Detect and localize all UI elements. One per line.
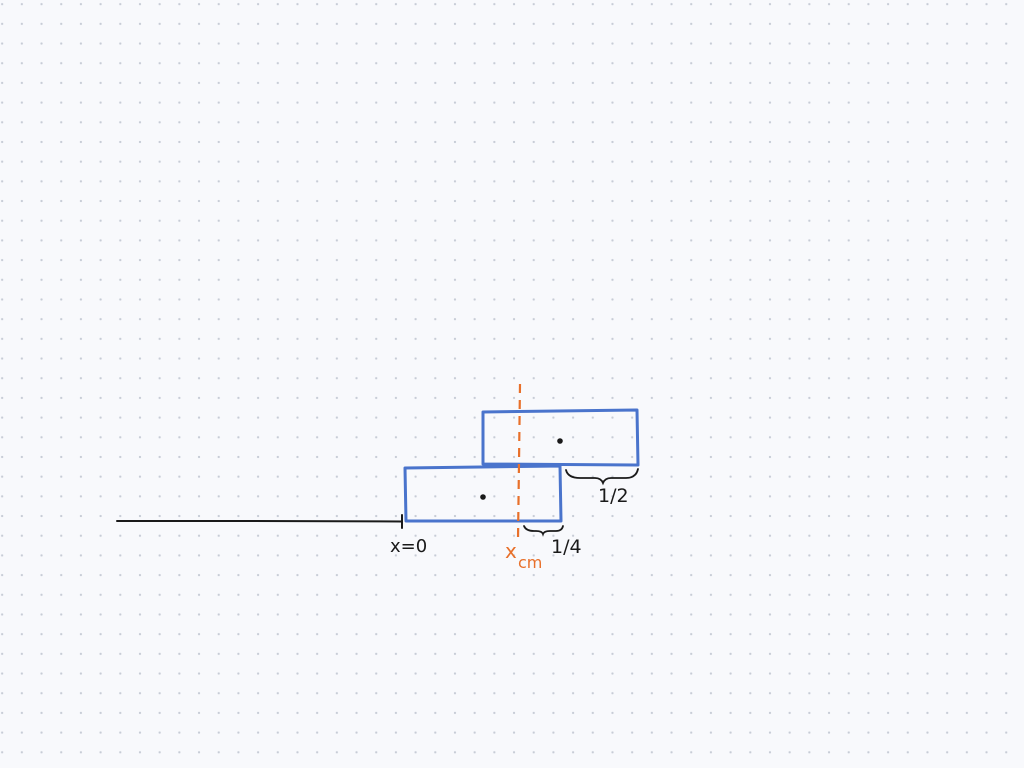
xcm-label: x bbox=[505, 539, 517, 563]
bottom-overhang-label: 1/4 bbox=[551, 536, 582, 558]
xcm-subscript: cm bbox=[518, 553, 542, 572]
bottom-overhang-brace bbox=[523, 525, 564, 537]
top-overhang-brace bbox=[565, 468, 639, 486]
top-block bbox=[481, 408, 640, 467]
table-edge-line bbox=[116, 520, 403, 523]
bottom-block-center-dot bbox=[480, 494, 486, 500]
top-block-center-dot bbox=[557, 438, 563, 444]
origin-label: x=0 bbox=[390, 536, 427, 557]
top-overhang-label: 1/2 bbox=[598, 485, 629, 507]
bottom-block bbox=[403, 464, 563, 523]
xcm-dashed-line bbox=[516, 383, 522, 541]
